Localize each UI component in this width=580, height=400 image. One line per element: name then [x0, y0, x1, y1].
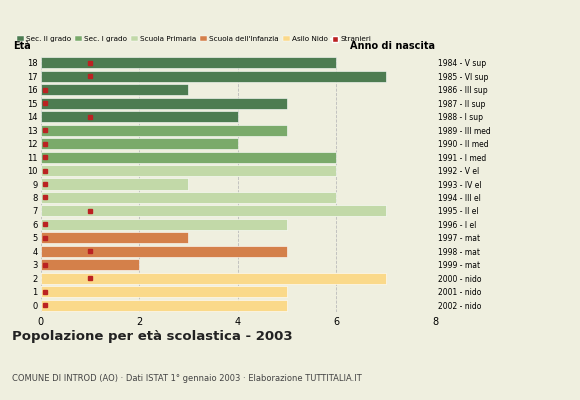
- Bar: [41, 232, 188, 244]
- Bar: [41, 111, 238, 122]
- Bar: [41, 219, 287, 230]
- Bar: [41, 259, 139, 270]
- Bar: [41, 152, 336, 162]
- Text: COMUNE DI INTROD (AO) · Dati ISTAT 1° gennaio 2003 · Elaborazione TUTTITALIA.IT: COMUNE DI INTROD (AO) · Dati ISTAT 1° ge…: [12, 374, 361, 383]
- Text: Età: Età: [13, 41, 31, 51]
- Bar: [41, 300, 287, 311]
- Bar: [41, 286, 287, 297]
- Bar: [41, 273, 386, 284]
- Text: Popolazione per età scolastica - 2003: Popolazione per età scolastica - 2003: [12, 330, 292, 343]
- Bar: [41, 84, 188, 95]
- Bar: [41, 178, 188, 190]
- Bar: [41, 98, 287, 109]
- Bar: [41, 192, 336, 203]
- Bar: [41, 246, 287, 257]
- Bar: [41, 124, 287, 136]
- Bar: [41, 165, 336, 176]
- Text: Anno di nascita: Anno di nascita: [350, 41, 435, 51]
- Bar: [41, 71, 386, 82]
- Bar: [41, 138, 238, 149]
- Bar: [41, 206, 386, 216]
- Legend: Sec. II grado, Sec. I grado, Scuola Primaria, Scuola dell'Infanzia, Asilo Nido, : Sec. II grado, Sec. I grado, Scuola Prim…: [17, 36, 372, 42]
- Bar: [41, 57, 336, 68]
